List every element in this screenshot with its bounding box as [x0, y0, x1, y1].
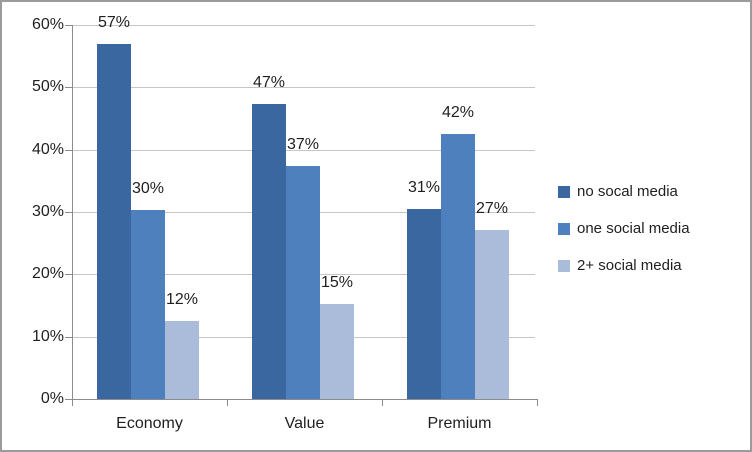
bar-economy-2 — [165, 321, 199, 399]
bar-label-value-2: 15% — [320, 273, 354, 291]
bar-label-economy-0: 57% — [97, 13, 131, 31]
bar-label-premium-0: 31% — [407, 178, 441, 196]
bar-value-0 — [252, 104, 286, 399]
legend-swatch-icon-1 — [558, 223, 570, 235]
y-axis-tick-60 — [65, 25, 72, 26]
category-label-economy: Economy — [116, 415, 183, 432]
x-axis-tick-2 — [382, 399, 383, 406]
y-axis-label-50: 50% — [31, 78, 64, 96]
category-label-premium: Premium — [427, 415, 492, 432]
bar-value-1 — [286, 166, 320, 399]
y-axis-label-10: 10% — [31, 327, 64, 345]
y-axis-label-40: 40% — [31, 140, 64, 158]
y-axis-line — [72, 25, 73, 399]
y-axis-label-30: 30% — [31, 203, 64, 220]
bar-economy-0 — [97, 43, 131, 399]
category-label-value: Value — [284, 415, 325, 432]
gridline-40 — [72, 149, 535, 151]
y-axis-label-0: 0% — [40, 390, 64, 407]
x-axis-line — [72, 399, 537, 400]
bar-premium-2 — [475, 230, 509, 399]
legend-swatch-icon-0 — [558, 186, 570, 198]
legend-item-2: 2+ social media — [558, 254, 690, 278]
bar-premium-1 — [441, 134, 475, 399]
y-axis-label-20: 20% — [31, 265, 64, 283]
y-axis-tick-10 — [65, 336, 72, 338]
legend-item-1: one social media — [558, 217, 690, 241]
x-axis-tick-1 — [227, 399, 228, 406]
x-axis-tick-end — [537, 399, 538, 406]
bar-label-premium-1: 42% — [441, 104, 475, 122]
gridline-60 — [72, 25, 535, 26]
bar-value-2 — [320, 303, 354, 399]
y-axis-tick-30 — [65, 212, 72, 213]
bar-premium-0 — [407, 208, 441, 399]
y-axis-tick-50 — [65, 87, 72, 89]
y-axis-tick-20 — [65, 274, 72, 276]
legend: no socal media one social media 2+ social … — [558, 180, 690, 291]
legend-swatch-icon-2 — [558, 260, 570, 272]
y-axis-label-60: 60% — [31, 16, 64, 33]
legend-item-0: no socal media — [558, 180, 690, 204]
bar-label-economy-1: 30% — [131, 180, 165, 198]
y-axis-tick-0 — [65, 399, 72, 400]
bar-label-value-0: 47% — [252, 74, 286, 92]
y-axis-tick-40 — [65, 149, 72, 151]
gridline-50 — [72, 87, 535, 89]
legend-label-1: one social media — [577, 220, 690, 237]
bar-label-economy-2: 12% — [165, 291, 199, 309]
x-axis-tick-0 — [72, 399, 73, 406]
legend-label-2: 2+ social media — [577, 257, 682, 274]
bar-economy-1 — [131, 210, 165, 399]
bar-label-value-1: 37% — [286, 136, 320, 154]
legend-label-0: no socal media — [577, 183, 678, 200]
bar-label-premium-2: 27% — [475, 200, 509, 218]
